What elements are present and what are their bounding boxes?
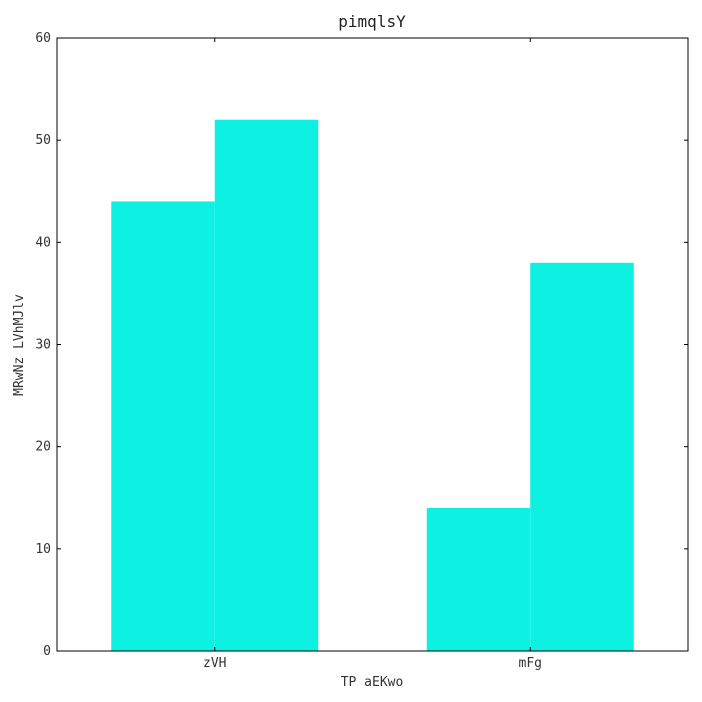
y-tick-label: 30 [35, 338, 51, 353]
x-tick-label: zVH [203, 656, 226, 671]
y-tick-label: 50 [35, 133, 51, 148]
bar-mfg-2 [530, 262, 634, 651]
bar-mfg-1 [426, 507, 531, 651]
y-tick-label: 60 [35, 31, 51, 46]
x-axis-label: TP aEKwo [341, 675, 404, 690]
y-tick-label: 10 [35, 542, 51, 557]
bar-zvh-2 [214, 119, 319, 652]
plot-frame [56, 37, 689, 652]
y-tick-label: 40 [35, 235, 51, 250]
bars-layer [111, 119, 634, 652]
chart-title: pimqlsY [338, 12, 406, 31]
ticks-layer: zVH mFg 0 10 20 30 40 50 60 [35, 31, 688, 671]
bar-zvh-1 [111, 201, 215, 651]
y-tick-label: 0 [43, 644, 51, 659]
x-tick-label: mFg [519, 656, 542, 671]
y-axis-label: MRwNz LVhMJlv [12, 294, 27, 396]
y-tick-label: 20 [35, 440, 51, 455]
